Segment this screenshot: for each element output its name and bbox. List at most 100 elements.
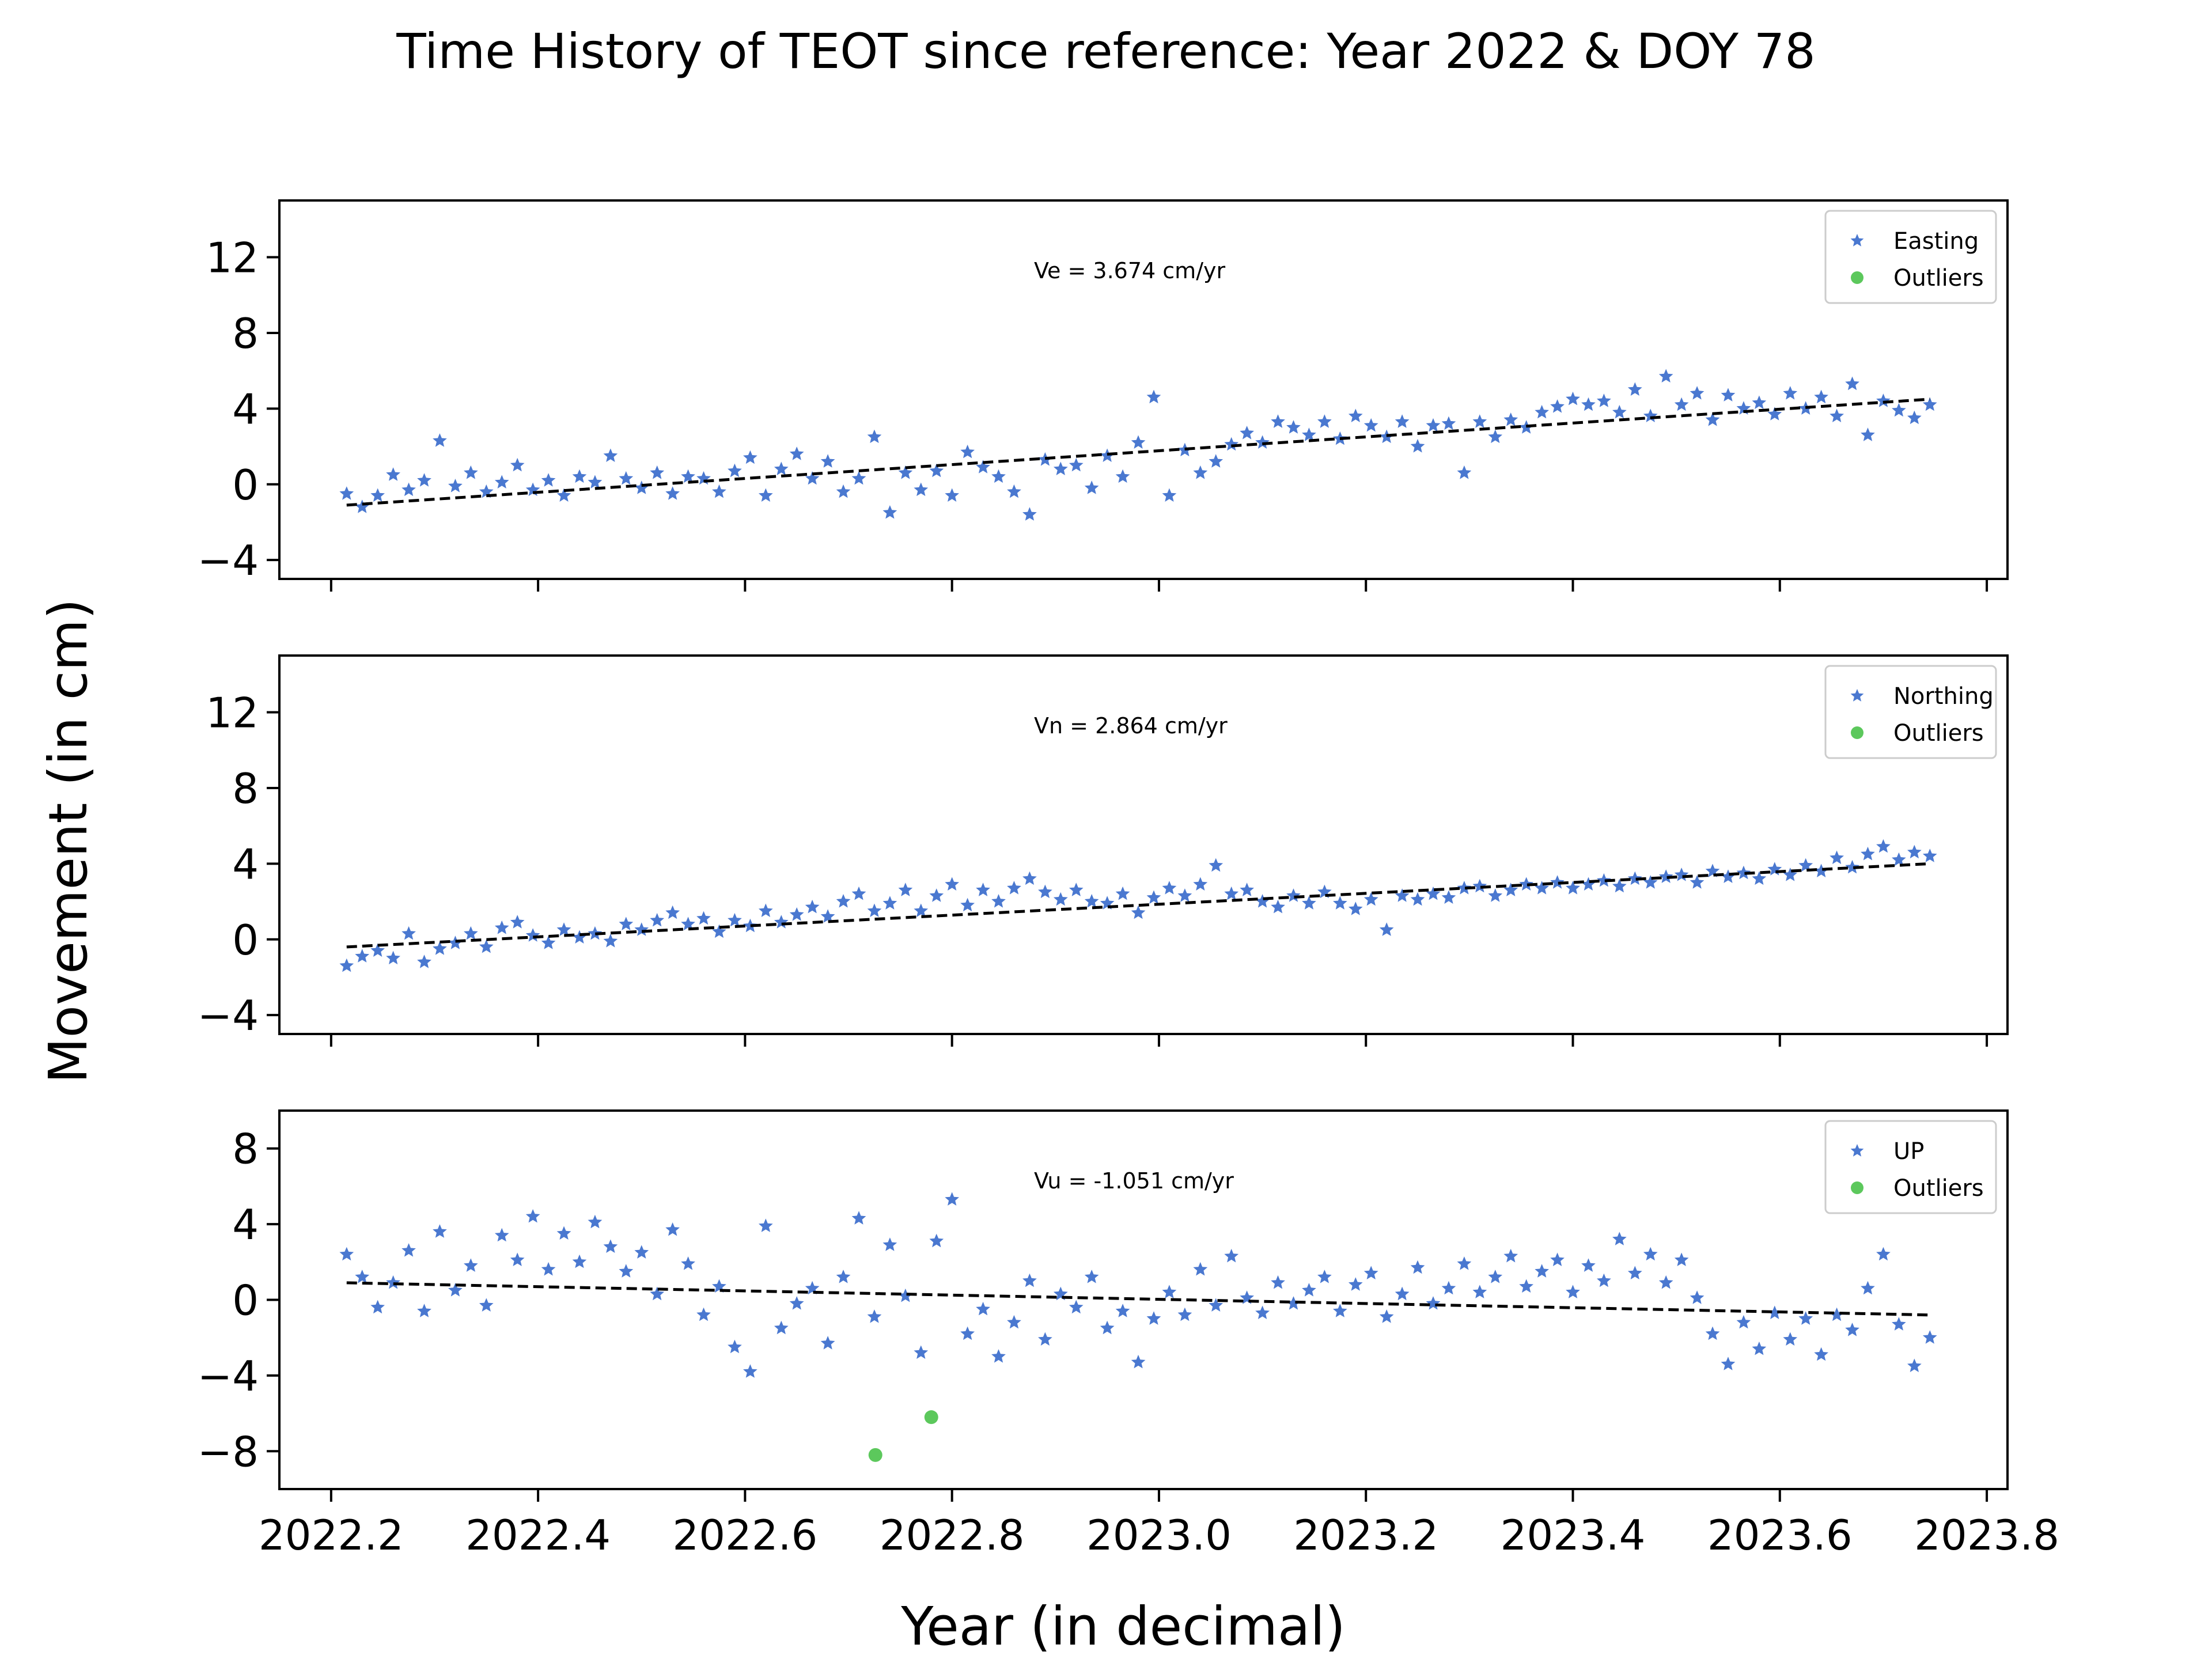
data-point [1007, 484, 1021, 498]
data-point [1457, 465, 1472, 479]
data-point [603, 1239, 618, 1253]
axes-frame [278, 654, 2009, 1035]
data-point [1767, 407, 1782, 421]
data-point [712, 484, 726, 498]
data-point [572, 1254, 587, 1268]
data-point [1038, 1332, 1052, 1346]
data-point [1783, 386, 1798, 400]
data-point [1690, 1290, 1705, 1304]
data-point [1271, 414, 1285, 428]
legend-marker-star [1850, 1144, 1864, 1157]
data-point [743, 450, 757, 464]
legend: UP Outliers [1824, 1120, 1997, 1214]
y-tick-label: 4 [232, 385, 259, 433]
data-point [851, 886, 866, 900]
data-point [1627, 871, 1642, 885]
data-point [1457, 881, 1472, 895]
data-point [1907, 844, 1922, 859]
data-point [448, 1283, 463, 1297]
data-point [619, 471, 634, 485]
data-point [1146, 389, 1161, 404]
data-point [1550, 875, 1565, 889]
data-point [1922, 1330, 1937, 1344]
data-point [1131, 1354, 1146, 1369]
data-point [1907, 1358, 1922, 1372]
data-point [603, 448, 618, 462]
data-point [1845, 1323, 1859, 1336]
data-point [1457, 1256, 1472, 1270]
data-point [1084, 1270, 1099, 1283]
data-point [1410, 892, 1425, 906]
data-point [588, 926, 603, 940]
data-point [1643, 1247, 1658, 1261]
data-point [665, 905, 680, 919]
data-point [650, 1286, 665, 1301]
data-point [1302, 1283, 1316, 1297]
outlier-point [924, 1410, 938, 1425]
data-point [1379, 1309, 1394, 1323]
data-point [758, 488, 773, 502]
data-point [1658, 369, 1673, 382]
data-point [728, 912, 742, 927]
data-point [1876, 393, 1891, 407]
data-point [1224, 886, 1239, 900]
data-point [1488, 429, 1503, 444]
data-point [1736, 865, 1751, 880]
data-point [1255, 435, 1270, 449]
data-point [1597, 393, 1611, 407]
data-point [1007, 1315, 1021, 1329]
data-point [417, 1304, 431, 1317]
data-point [1705, 412, 1720, 426]
data-point [1721, 869, 1736, 883]
data-point [417, 955, 431, 968]
data-point [991, 894, 1006, 908]
data-point [464, 1258, 478, 1272]
data-point [1317, 414, 1332, 428]
data-point [1302, 896, 1316, 910]
data-point [1162, 488, 1177, 502]
data-point [1286, 420, 1301, 434]
legend: Northing Outliers [1824, 665, 1997, 759]
data-point [665, 1222, 680, 1236]
data-point [370, 943, 385, 957]
legend: Easting Outliers [1824, 210, 1997, 304]
data-point [1177, 1307, 1192, 1321]
data-point [556, 1226, 571, 1240]
data-point [898, 1288, 913, 1302]
data-point [386, 950, 400, 965]
data-point [743, 918, 757, 933]
data-point [1674, 1252, 1689, 1266]
data-point [774, 1320, 789, 1335]
data-point [976, 460, 990, 474]
data-point [1643, 875, 1658, 889]
data-point [1535, 1264, 1549, 1278]
data-point [1566, 1285, 1580, 1298]
velocity-annotation: Ve = 3.674 cm/yr [1034, 258, 1225, 283]
y-tick-label: −8 [198, 1427, 259, 1476]
data-point [867, 429, 882, 444]
data-point [402, 926, 416, 940]
data-point [1333, 1304, 1347, 1317]
data-point [1861, 427, 1875, 441]
data-point [1472, 414, 1487, 428]
legend-label: Northing [1893, 683, 1994, 710]
legend-marker-dot [1851, 1181, 1863, 1194]
data-point [433, 1224, 447, 1238]
data-point [1146, 1311, 1161, 1325]
axes-frame [278, 199, 2009, 580]
data-point [929, 1233, 944, 1248]
data-point [556, 922, 571, 936]
data-point [898, 465, 913, 479]
data-point [1892, 852, 1906, 866]
data-point [1658, 869, 1673, 883]
data-point [960, 897, 975, 912]
data-point [1007, 881, 1021, 895]
data-point [1115, 1304, 1130, 1317]
data-point [681, 916, 695, 930]
data-point [665, 486, 680, 500]
data-point [960, 444, 975, 459]
data-point [541, 1262, 556, 1276]
data-point [1752, 871, 1767, 885]
data-point [743, 1364, 757, 1378]
data-point [479, 1298, 494, 1312]
